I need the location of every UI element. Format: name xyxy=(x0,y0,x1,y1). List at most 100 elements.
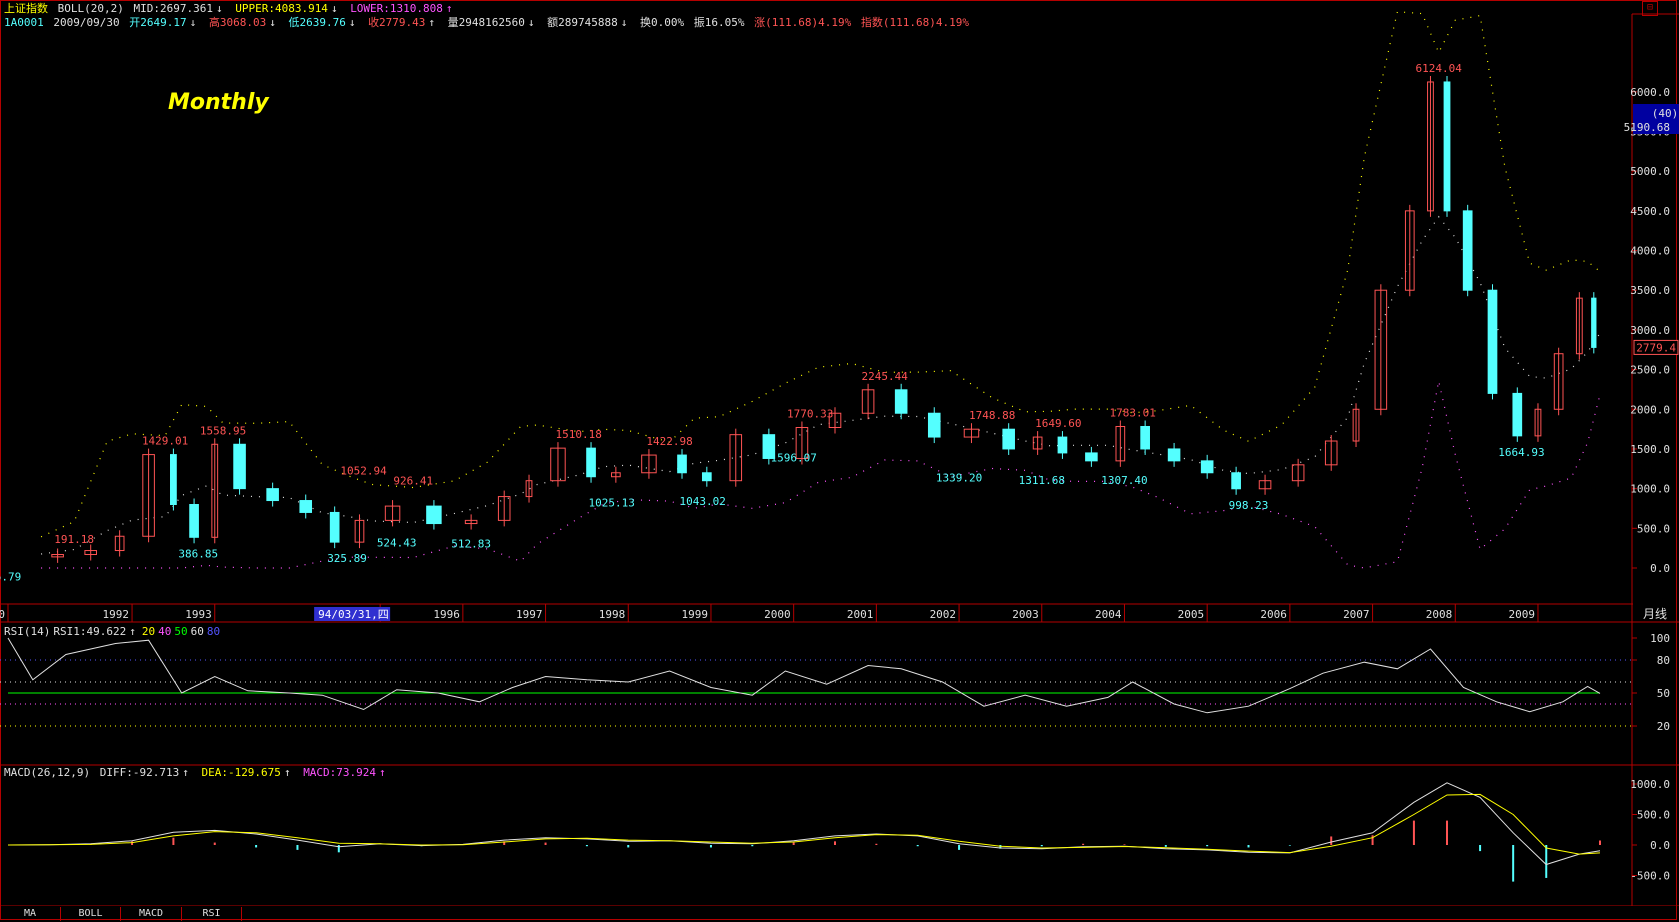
candle-body xyxy=(1534,408,1542,437)
candle-body xyxy=(1085,452,1098,462)
indicator-tabs: MA BOLL MACD RSI xyxy=(0,907,1679,922)
boll-upper-band xyxy=(40,11,1601,538)
candle-body xyxy=(729,434,743,482)
price-tick-label: 5000.0 xyxy=(1630,165,1670,178)
amplitude: 振16.05% xyxy=(693,16,745,29)
price-tick-label: 1000.0 xyxy=(1630,483,1670,496)
tab-rsi[interactable]: RSI xyxy=(182,907,242,921)
time-tick-label: 2001 xyxy=(847,608,874,621)
high-annotation: 1558.95 xyxy=(200,424,246,437)
volume: 量2948162560 ↓ xyxy=(447,16,535,29)
candle-body xyxy=(1258,480,1272,490)
low-annotation: 5.79 xyxy=(0,570,21,583)
time-tick-label: 2009 xyxy=(1508,608,1535,621)
macd-diff: DIFF:-92.713 ↑ xyxy=(99,766,189,779)
macd-tick-label: 1000.0 xyxy=(1630,778,1670,791)
low-annotation: 524.43 xyxy=(377,536,417,549)
low-annotation: 1025.13 xyxy=(589,497,635,510)
quote-date: 2009/09/30 xyxy=(53,16,120,29)
low-annotation: 512.83 xyxy=(451,537,491,550)
low-annotation: 1311.68 xyxy=(1019,474,1065,487)
macd-tick-label: -500.0 xyxy=(1630,870,1670,883)
low-annotation: 1339.20 xyxy=(936,472,982,485)
candle-body xyxy=(611,472,621,478)
candle-body xyxy=(233,443,246,490)
period-overlay-label: Monthly xyxy=(168,90,269,115)
current-price-box xyxy=(1633,339,1679,355)
price-tick-label: 2500.0 xyxy=(1630,364,1670,377)
low-price: 低2639.76 ↓ xyxy=(288,16,356,29)
candle-body xyxy=(1057,436,1068,454)
close-price: 收2779.43 ↑ xyxy=(368,16,436,29)
macd-diff-line xyxy=(7,782,1601,866)
time-tick-label: 2000 xyxy=(764,608,791,621)
rsi-level-20: 20 xyxy=(141,625,156,638)
candle-body xyxy=(84,550,97,556)
candle-body xyxy=(677,454,687,474)
candle-body xyxy=(384,505,401,521)
candle-body xyxy=(861,389,875,414)
high-annotation: 1783.01 xyxy=(1110,406,1156,419)
time-tick-label: 1999 xyxy=(681,608,708,621)
time-cursor-label: 94/03/31,四 xyxy=(318,608,389,621)
index-name[interactable]: 上证指数 xyxy=(4,2,48,15)
candle-body xyxy=(1167,448,1181,462)
candle-body xyxy=(1291,464,1305,482)
quote-header: 1A0001 2009/09/30 开2649.17 ↓ 高3068.03 ↓ 低2… xyxy=(4,16,972,29)
macd-header: MACD(26,12,9) DIFF:-92.713 ↑ DEA:-129.675… xyxy=(4,766,392,779)
time-tick-label: 1997 xyxy=(516,608,543,621)
candle-body xyxy=(1140,425,1150,450)
candle-body xyxy=(1404,210,1415,291)
macd-dea-line xyxy=(7,793,1601,855)
candle-body xyxy=(299,500,313,513)
high-annotation: 926.41 xyxy=(393,474,433,487)
candle-body xyxy=(1374,289,1388,410)
boll-lower: LOWER:1310.808 ↑ xyxy=(350,2,453,15)
candle-body xyxy=(550,447,566,482)
macd-dea: DEA:-129.675 ↑ xyxy=(201,766,291,779)
candle-body xyxy=(963,428,980,438)
tab-ma[interactable]: MA xyxy=(0,907,61,921)
low-annotation: 1596.07 xyxy=(770,451,816,464)
period-label: 月线 xyxy=(1643,607,1667,621)
high-annotation: 6124.04 xyxy=(1416,62,1463,75)
candle-body xyxy=(189,504,199,538)
high-annotation: 1770.33 xyxy=(787,407,833,420)
candle-body xyxy=(170,454,177,506)
candle-body xyxy=(51,554,64,558)
time-tick-label: 2006 xyxy=(1260,608,1287,621)
tab-boll[interactable]: BOLL xyxy=(61,907,121,921)
rsi-label: RSI(14) xyxy=(4,625,51,638)
rsi-level-60: 60 xyxy=(190,625,204,638)
time-tick-label: 2005 xyxy=(1178,608,1205,621)
tab-macd[interactable]: MACD xyxy=(121,907,182,921)
price-tick-label: 1500.0 xyxy=(1630,443,1670,456)
rsi-level-80: 80 xyxy=(206,625,221,638)
price-tick-label: 3500.0 xyxy=(1630,284,1670,297)
index-change: 指数(111.68)4.19% xyxy=(860,16,969,29)
open-price: 开2649.17 ↓ xyxy=(129,16,197,29)
candle-body xyxy=(586,447,596,478)
maximize-icon[interactable]: ⊟ xyxy=(1642,1,1658,16)
candle-body xyxy=(1575,297,1583,355)
candle-body xyxy=(329,511,340,543)
macd-label: MACD(26,12,9) xyxy=(4,766,91,779)
candle-body xyxy=(1462,210,1473,291)
candle-body xyxy=(1487,289,1498,394)
high-annotation: 1052.94 xyxy=(340,464,387,477)
candle-body xyxy=(1032,436,1043,450)
rsi-tick-label: 80 xyxy=(1657,654,1670,667)
price-box xyxy=(1633,104,1679,134)
low-annotation: 386.85 xyxy=(178,547,218,560)
boll-mid-band xyxy=(41,215,1601,555)
candle-body xyxy=(1512,392,1523,437)
rsi-level-40: 40 xyxy=(158,625,172,638)
high-annotation: 1748.88 xyxy=(969,409,1015,422)
turnover: 换0.00% xyxy=(640,16,685,29)
boll-label: BOLL(20,2) xyxy=(57,2,124,15)
candle-body xyxy=(795,426,809,459)
candle-body xyxy=(114,535,125,552)
